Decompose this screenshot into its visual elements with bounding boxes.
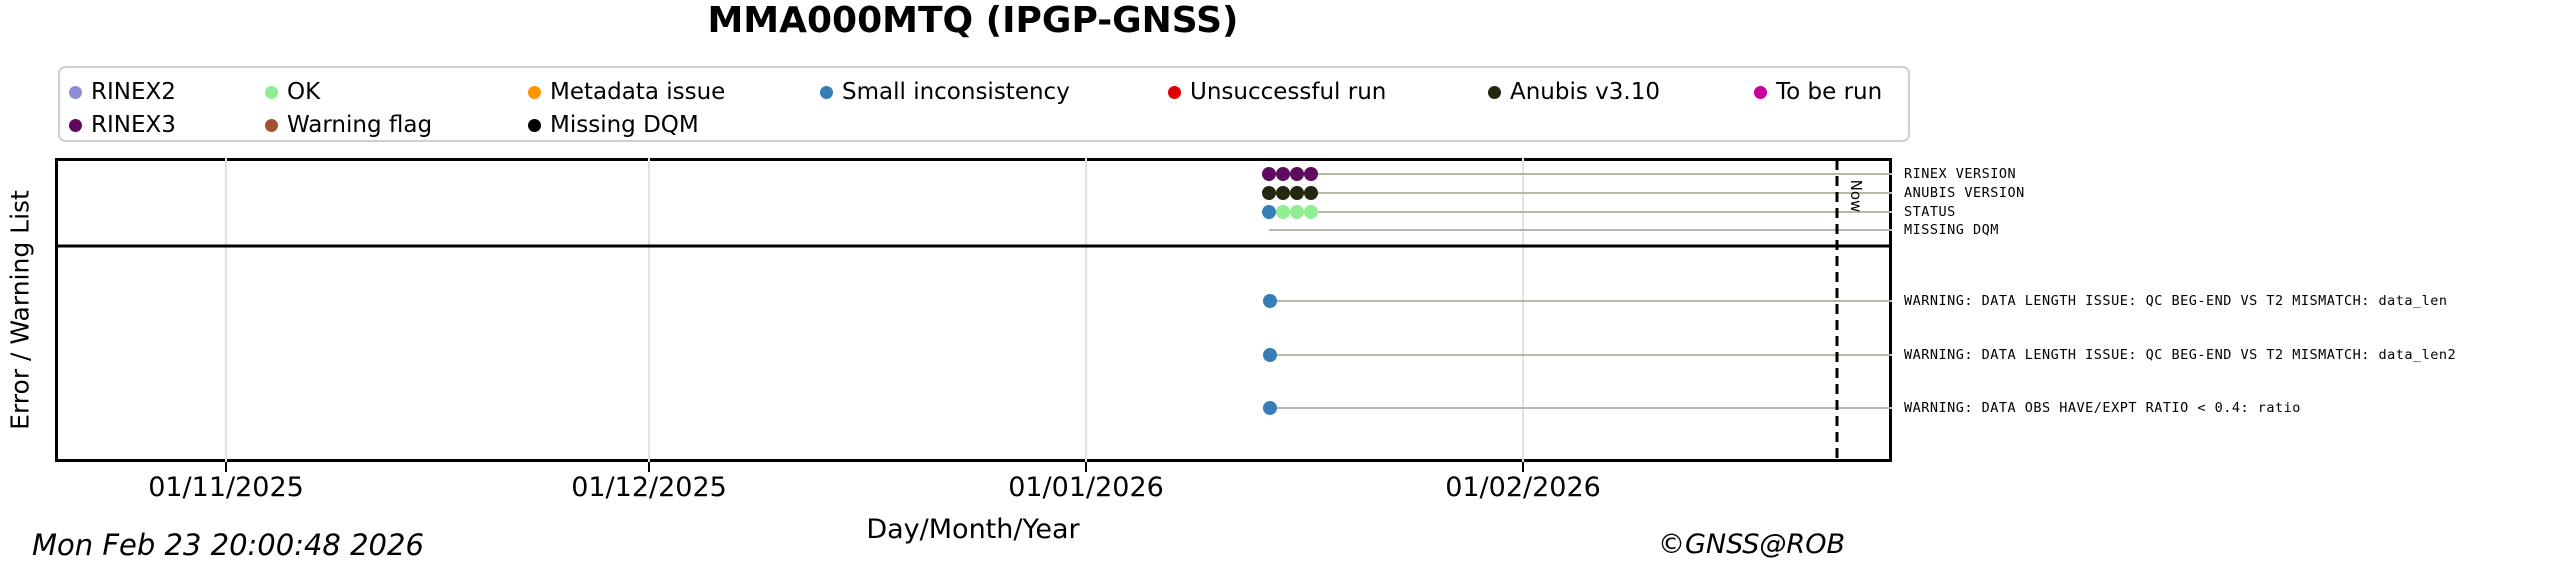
event-row-line — [1269, 229, 1892, 231]
legend-item-label: Metadata issue — [550, 79, 726, 105]
data-point-ok — [1304, 205, 1318, 219]
x-tick-label: 01/02/2026 — [1445, 472, 1601, 503]
small_inconsistency-legend-icon — [820, 85, 833, 99]
plot-timestamp: Mon Feb 23 20:00:48 2026 — [32, 528, 424, 562]
x-tick-label: 01/11/2025 — [148, 472, 304, 503]
now-label: Now — [1847, 179, 1865, 213]
data-point-small_inconsistency — [1263, 294, 1277, 308]
data-point-anubis_v310 — [1304, 186, 1318, 200]
rinex2-legend-icon — [69, 85, 82, 99]
row-label: WARNING: DATA LENGTH ISSUE: QC BEG-END V… — [1904, 293, 2448, 309]
event-row-line — [1269, 192, 1892, 194]
y-axis-label: Error / Warning List — [5, 190, 35, 430]
legend: RINEX2 OK Metadata issue Small inconsistenc… — [58, 66, 1910, 142]
credit-label: ©GNSS@ROB — [1658, 529, 1845, 560]
legend-item-label: RINEX2 — [91, 79, 176, 105]
data-point-ok — [1276, 205, 1290, 219]
legend-item-label: Anubis v3.10 — [1510, 79, 1660, 105]
legend-item-small_inconsistency: Small inconsistency — [820, 79, 1070, 105]
legend-item-label: Missing DQM — [550, 112, 699, 138]
row-label: MISSING DQM — [1904, 222, 1999, 238]
data-point-small_inconsistency — [1263, 348, 1277, 362]
row-label: WARNING: DATA OBS HAVE/EXPT RATIO < 0.4:… — [1904, 400, 2301, 416]
data-point-anubis_v310 — [1276, 186, 1290, 200]
gridline — [1085, 158, 1087, 462]
gridline — [1522, 158, 1524, 462]
event-row-line — [1270, 300, 1892, 302]
legend-item-label: Unsuccessful run — [1190, 79, 1387, 105]
data-point-anubis_v310 — [1262, 186, 1276, 200]
row-label: WARNING: DATA LENGTH ISSUE: QC BEG-END V… — [1904, 347, 2457, 363]
warning_flag-legend-icon — [265, 118, 278, 132]
legend-item-label: OK — [287, 79, 321, 105]
x-tick-label: 01/12/2025 — [571, 472, 727, 503]
legend-item-warning_flag: Warning flag — [265, 112, 432, 138]
x-axis-label: Day/Month/Year — [866, 514, 1080, 545]
event-row-line — [1269, 173, 1892, 175]
row-label: RINEX VERSION — [1904, 166, 2017, 182]
page-title: MMA000MTQ (IPGP-GNSS) — [707, 0, 1239, 41]
data-point-rinex3 — [1262, 167, 1276, 181]
data-point-rinex3 — [1276, 167, 1290, 181]
x-tick-mark — [648, 462, 650, 472]
legend-item-to_be_run: To be run — [1754, 79, 1882, 105]
legend-item-ok: OK — [265, 79, 320, 105]
x-tick-label: 01/01/2026 — [1008, 472, 1164, 503]
data-point-small_inconsistency — [1262, 205, 1276, 219]
x-tick-mark — [225, 462, 227, 472]
to_be_run-legend-icon — [1754, 85, 1767, 99]
gridline — [648, 158, 650, 462]
event-row-line — [1270, 407, 1892, 409]
event-row-line — [1270, 354, 1892, 356]
now-line — [1835, 160, 1839, 460]
legend-item-label: RINEX3 — [91, 112, 176, 138]
legend-item-rinex3: RINEX3 — [69, 112, 176, 138]
legend-item-label: To be run — [1776, 79, 1883, 105]
data-point-anubis_v310 — [1290, 186, 1304, 200]
data-point-ok — [1290, 205, 1304, 219]
row-label: ANUBIS VERSION — [1904, 185, 2025, 201]
data-point-small_inconsistency — [1263, 401, 1277, 415]
plot-area — [55, 158, 1892, 462]
row-label: STATUS — [1904, 204, 1956, 220]
x-tick-mark — [1085, 462, 1087, 472]
metadata_issue-legend-icon — [528, 85, 541, 99]
section-separator — [55, 244, 1892, 248]
legend-item-label: Warning flag — [287, 112, 433, 138]
rinex3-legend-icon — [69, 118, 82, 132]
legend-item-label: Small inconsistency — [842, 79, 1070, 105]
gridline — [225, 158, 227, 462]
unsuccessful_run-legend-icon — [1168, 85, 1181, 99]
data-point-rinex3 — [1304, 167, 1318, 181]
event-row-line — [1269, 211, 1892, 213]
legend-item-anubis_v310: Anubis v3.10 — [1488, 79, 1660, 105]
legend-item-metadata_issue: Metadata issue — [528, 79, 725, 105]
ok-legend-icon — [265, 85, 278, 99]
legend-item-missing_dqm: Missing DQM — [528, 112, 699, 138]
legend-item-unsuccessful_run: Unsuccessful run — [1168, 79, 1386, 105]
data-point-rinex3 — [1290, 167, 1304, 181]
legend-item-rinex2: RINEX2 — [69, 79, 176, 105]
anubis_v310-legend-icon — [1488, 85, 1501, 99]
missing_dqm-legend-icon — [528, 118, 541, 132]
x-tick-mark — [1522, 462, 1524, 472]
